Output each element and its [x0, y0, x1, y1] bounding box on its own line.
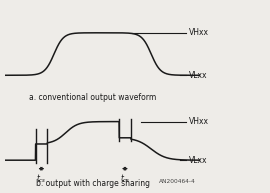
Text: a. conventional output waveform: a. conventional output waveform: [29, 93, 157, 102]
Text: VHxx: VHxx: [189, 28, 209, 37]
Text: VHxx: VHxx: [189, 117, 209, 126]
Text: $t_{cs}$: $t_{cs}$: [120, 173, 130, 185]
Text: b. output with charge sharing: b. output with charge sharing: [36, 179, 150, 188]
Text: $t_{cs}$: $t_{cs}$: [36, 173, 47, 185]
Text: VLxx: VLxx: [189, 71, 208, 80]
Text: AN200464-4: AN200464-4: [159, 179, 196, 184]
Text: VLxx: VLxx: [189, 156, 208, 165]
